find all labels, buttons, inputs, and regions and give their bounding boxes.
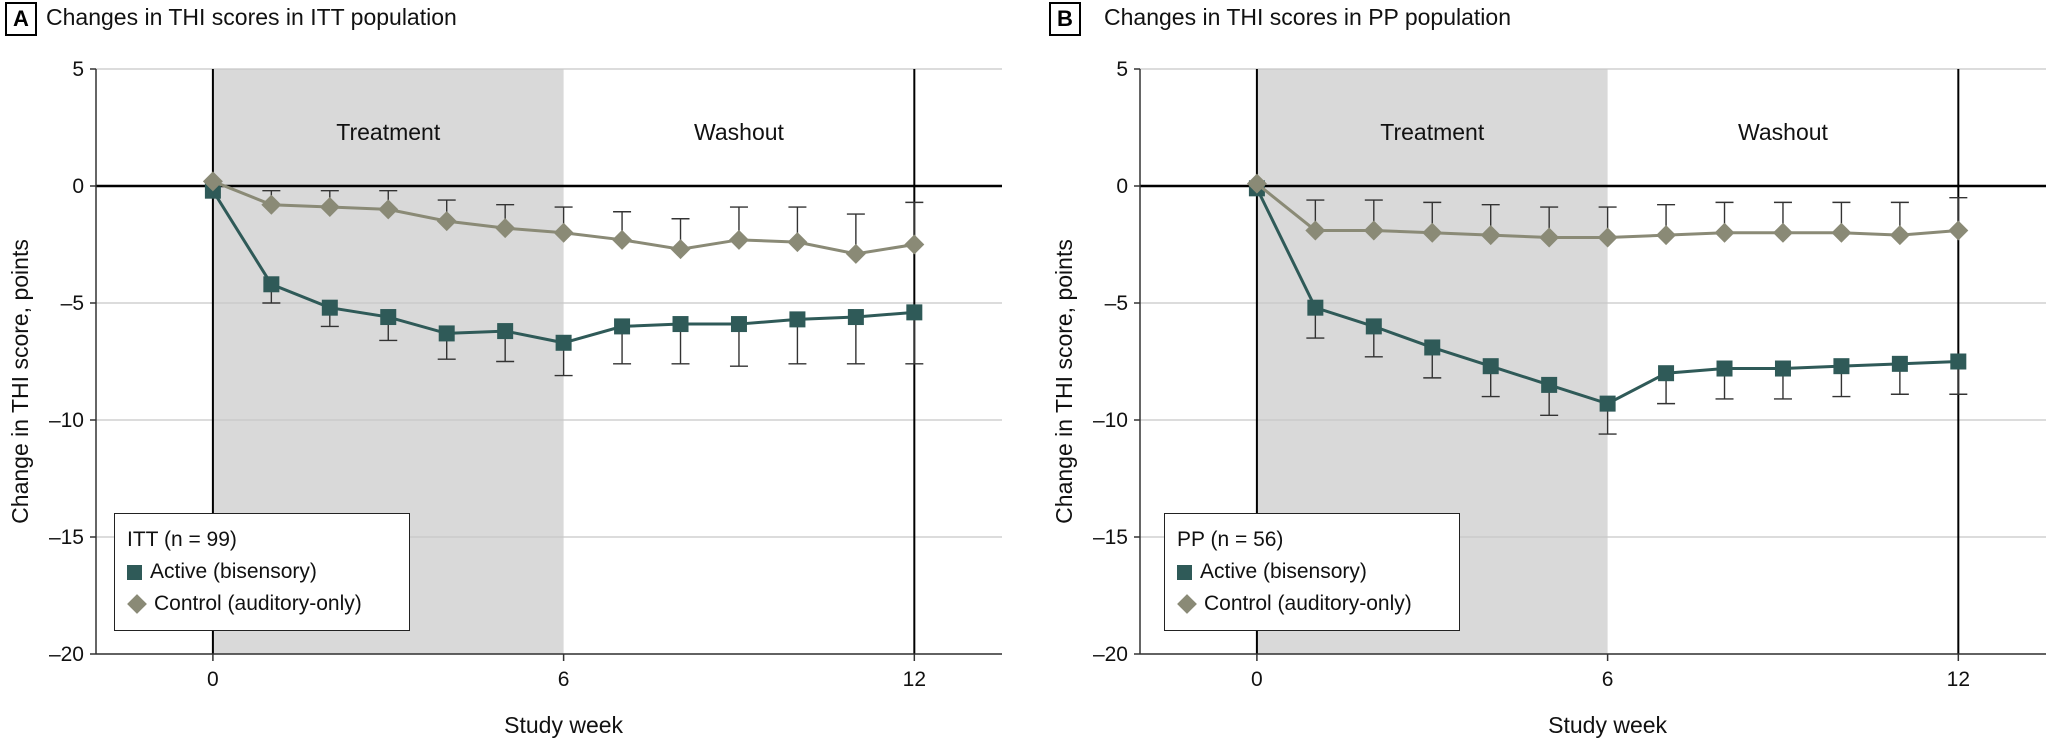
data-point-diamond (1363, 220, 1384, 241)
data-point-diamond (378, 199, 399, 220)
panel-a: A Changes in THI scores in ITT populatio… (5, 2, 1002, 738)
x-tick-label: 12 (903, 668, 926, 691)
y-tick-label: –10 (49, 409, 84, 432)
y-tick-label: –5 (1105, 292, 1128, 315)
legend-title: ITT (n = 99) (127, 528, 237, 551)
data-point-diamond (436, 211, 457, 232)
square-marker-icon (127, 564, 142, 580)
data-point-diamond (1831, 222, 1852, 243)
x-tick-label: 0 (1251, 668, 1263, 691)
y-tick-label: 0 (72, 175, 84, 198)
data-point-diamond (202, 171, 223, 192)
panel-label: A (5, 2, 37, 36)
data-point-square (263, 276, 280, 293)
data-point-square (614, 318, 631, 335)
data-point-diamond (1246, 173, 1267, 194)
panel-title: Changes in THI scores in ITT population (46, 4, 457, 30)
x-tick-label: 0 (207, 668, 219, 691)
data-point-diamond (319, 197, 340, 218)
legend-entry-active: Active (bisensory) (150, 560, 317, 583)
x-axis-title: Study week (504, 712, 623, 738)
data-point-diamond (1597, 227, 1618, 248)
square-marker-icon (1177, 564, 1192, 580)
data-point-square (1365, 318, 1382, 335)
data-point-square (321, 299, 338, 316)
data-point-diamond (728, 229, 749, 250)
y-tick-label: –5 (61, 292, 84, 315)
data-point-square (438, 325, 455, 342)
data-point-square (1482, 358, 1499, 375)
data-point-square (1833, 358, 1850, 375)
panel-label: B (1049, 2, 1081, 36)
y-tick-label: –15 (49, 526, 84, 549)
series-active (204, 182, 924, 377)
series-control (202, 171, 925, 264)
data-point-square (555, 334, 572, 351)
data-point-diamond (1948, 220, 1969, 241)
data-point-diamond (787, 232, 808, 253)
y-tick-label: –20 (49, 643, 84, 666)
data-point-diamond (1422, 222, 1443, 243)
data-point-square (1950, 353, 1967, 370)
y-tick-label: –10 (1093, 409, 1128, 432)
data-point-square (497, 323, 514, 340)
series-active (1248, 180, 1968, 435)
legend-entry-control: Control (auditory-only) (154, 592, 362, 615)
region-label: Treatment (1380, 119, 1485, 145)
panel-b: B Changes in THI scores in PP population… (1024, 0, 2048, 741)
data-point-square (1541, 376, 1558, 393)
data-point-diamond (1889, 225, 1910, 246)
x-tick-label: 6 (558, 668, 570, 691)
y-tick-label: 5 (72, 58, 84, 81)
data-point-square (1599, 395, 1616, 412)
y-tick-label: –20 (1093, 643, 1128, 666)
legend-entry-control: Control (auditory-only) (1204, 592, 1412, 615)
diamond-marker-icon (127, 594, 147, 614)
data-point-diamond (495, 218, 516, 239)
x-tick-label: 12 (1947, 668, 1970, 691)
data-point-square (1424, 339, 1441, 356)
x-axis-title: Study week (1548, 712, 1667, 738)
data-point-square (730, 316, 747, 333)
data-point-diamond (1480, 225, 1501, 246)
y-tick-label: 5 (1116, 58, 1128, 81)
data-point-square (672, 316, 689, 333)
data-point-square (380, 309, 397, 326)
data-point-square (1716, 360, 1733, 377)
data-point-square (1891, 355, 1908, 372)
legend: ITT (n = 99) Active (bisensory) Control … (114, 513, 410, 631)
legend-title: PP (n = 56) (1177, 528, 1284, 551)
legend-entry-active: Active (bisensory) (1200, 560, 1367, 583)
y-axis-title: Change in THI score, points (1051, 239, 1077, 524)
y-axis-title: Change in THI score, points (7, 239, 33, 524)
data-point-square (847, 309, 864, 326)
legend: PP (n = 56) Active (bisensory) Control (… (1164, 513, 1460, 631)
data-point-square (1307, 299, 1324, 316)
data-point-diamond (612, 229, 633, 250)
series-control (1246, 173, 1969, 248)
data-point-diamond (1539, 227, 1560, 248)
data-point-diamond (1305, 220, 1326, 241)
data-point-diamond (904, 234, 925, 255)
data-point-diamond (1772, 222, 1793, 243)
data-point-square (789, 311, 806, 328)
data-point-diamond (1656, 225, 1677, 246)
data-point-diamond (1714, 222, 1735, 243)
data-point-square (1658, 365, 1675, 382)
region-label: Washout (694, 119, 785, 145)
data-point-square (1774, 360, 1791, 377)
data-point-diamond (553, 222, 574, 243)
data-point-diamond (261, 194, 282, 215)
diamond-marker-icon (1177, 594, 1197, 614)
data-point-diamond (845, 243, 866, 264)
y-tick-label: –15 (1093, 526, 1128, 549)
region-label: Treatment (336, 119, 441, 145)
data-point-diamond (670, 239, 691, 260)
y-tick-label: 0 (1116, 175, 1128, 198)
data-point-square (906, 304, 923, 321)
x-tick-label: 6 (1602, 668, 1614, 691)
panel-title: Changes in THI scores in PP population (1104, 4, 1512, 30)
region-label: Washout (1738, 119, 1829, 145)
